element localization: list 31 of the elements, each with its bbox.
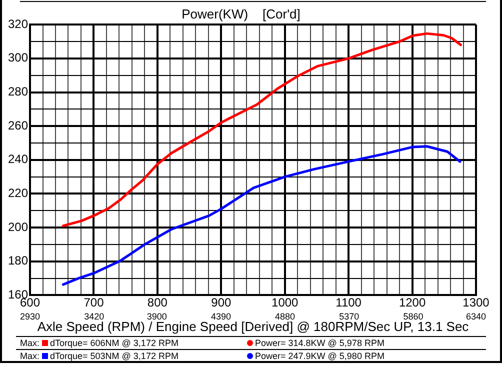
x-tick-label: 1200 (398, 296, 426, 310)
x2-tick-label: 4880 (275, 311, 296, 322)
y-tick-label: 240 (8, 152, 28, 166)
y-tick-label: 200 (8, 220, 28, 234)
y-tick-label: 320 (8, 16, 28, 31)
x2-tick-label: 5370 (339, 311, 360, 322)
x2-tick-label: 3900 (146, 311, 167, 322)
x-axis-title: Axle Speed (RPM) / Engine Speed [Derived] @ 180RPM/Sec UP, 13.1 Sec (37, 318, 470, 334)
y-tick-label: 300 (8, 50, 28, 65)
x2-tick-label: 3420 (84, 311, 104, 322)
x-tick-label: 800 (147, 296, 168, 310)
x2-tick-label: 5860 (403, 311, 424, 322)
y-tick-label: 280 (8, 84, 28, 99)
x-tick-label: 1000 (272, 296, 299, 310)
x-tick-label: 900 (211, 296, 232, 310)
x-tick-label: 1100 (336, 296, 362, 310)
x-tick-label: 700 (84, 296, 104, 310)
y-tick-label: 180 (8, 254, 28, 268)
x2-tick-label: 2930 (20, 311, 40, 322)
text: Power= 247.9KW @ 5,980 RPM (255, 351, 384, 361)
x-tick-label: 1300 (462, 296, 490, 310)
y-tick-label: 220 (8, 186, 28, 200)
x2-tick-label: 6340 (466, 311, 486, 322)
x2-tick-label: 4390 (210, 311, 231, 322)
y-tick-label: 260 (8, 118, 28, 132)
text: Power= 314.8KW @ 5,978 RPM (255, 338, 384, 348)
chart-title: Power(KW) [Cor'd] (182, 6, 300, 22)
text: Max: (20, 351, 40, 361)
text: dTorque= 503NM @ 3,172 RPM (50, 351, 178, 361)
text: Max: (20, 338, 40, 348)
text: dTorque= 606NM @ 3,172 RPM (50, 338, 178, 348)
